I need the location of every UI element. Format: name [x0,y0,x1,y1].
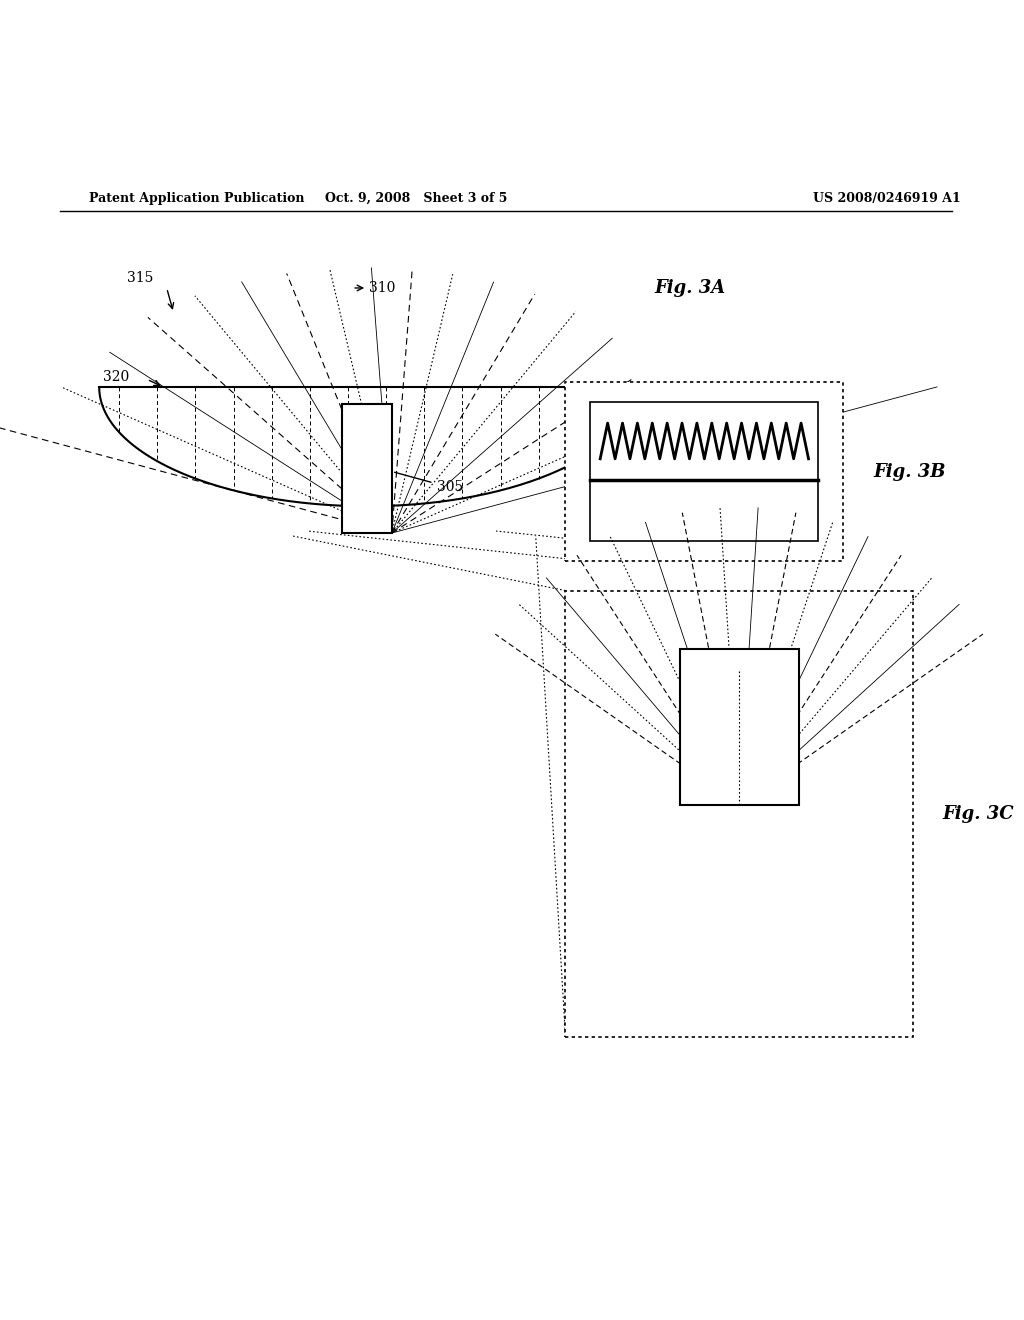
Text: 310: 310 [369,281,395,294]
Bar [342,404,392,533]
Bar [565,383,843,561]
Text: US 2008/0246919 A1: US 2008/0246919 A1 [813,193,962,205]
Text: a: a [735,607,742,620]
Text: 320: 320 [102,371,129,384]
Bar [590,403,818,541]
Bar [565,590,912,1038]
Text: 315: 315 [127,271,154,285]
Text: Fig. 3B: Fig. 3B [873,462,945,480]
Bar [680,648,799,805]
Text: 305: 305 [394,473,463,495]
Text: Patent Application Publication: Patent Application Publication [89,193,305,205]
Text: Fig. 3A: Fig. 3A [654,279,726,297]
Text: Fig. 3C: Fig. 3C [942,805,1014,822]
Text: Oct. 9, 2008   Sheet 3 of 5: Oct. 9, 2008 Sheet 3 of 5 [326,193,508,205]
